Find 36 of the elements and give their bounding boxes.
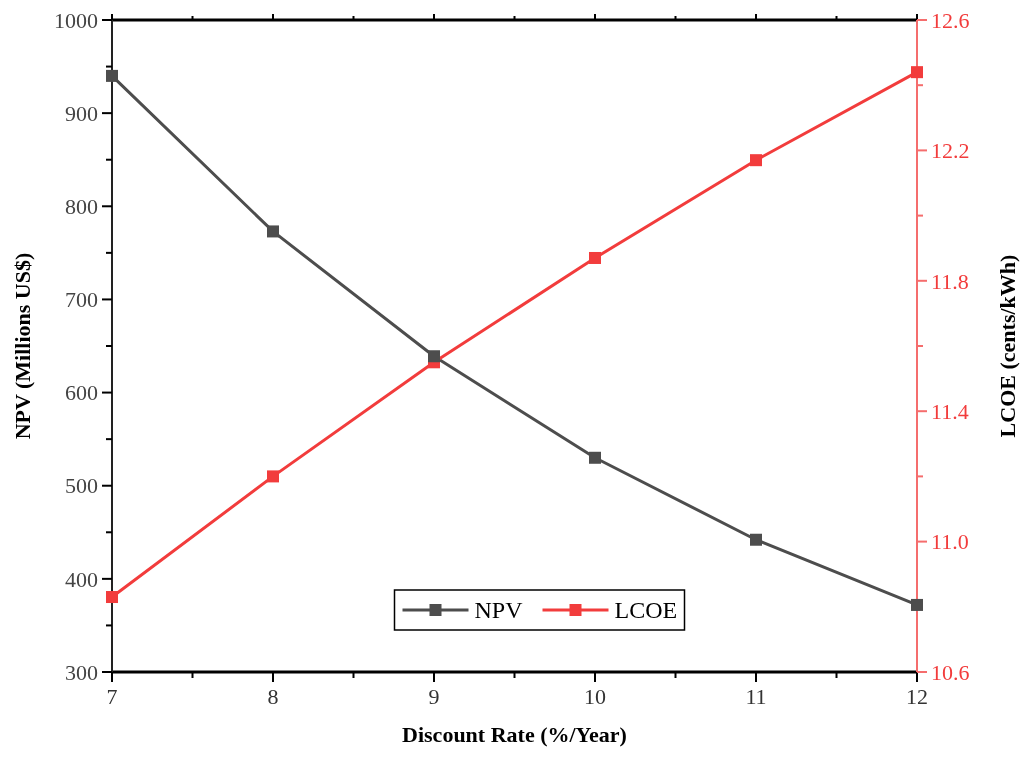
point — [589, 251, 601, 264]
y-axis-title: NPV (Millions US$) — [10, 252, 35, 440]
x-tick-label: 12 — [906, 684, 928, 709]
x-tick-label: 11 — [745, 684, 767, 709]
x-tick-label: 8 — [267, 684, 279, 709]
y2-tick-label: 10.6 — [931, 659, 970, 685]
legend-label: LCOE — [614, 597, 678, 624]
y2-tick-label: 11.4 — [931, 398, 969, 424]
point — [267, 470, 279, 483]
y2-tick-label: 11.0 — [931, 529, 969, 555]
point — [428, 350, 440, 363]
y-tick-label: 1000 — [54, 7, 98, 33]
point — [589, 451, 601, 464]
y2-tick-label: 12.6 — [931, 7, 970, 33]
point — [750, 533, 762, 546]
point — [106, 591, 118, 604]
y-tick-label: 400 — [65, 566, 98, 592]
point — [106, 69, 118, 82]
x-tick-label: 7 — [106, 684, 118, 709]
y2-tick-label: 12.2 — [931, 138, 970, 164]
y-tick-label: 600 — [65, 380, 98, 406]
y-tick-label: 800 — [65, 193, 98, 219]
legend-label: NPV — [474, 597, 524, 624]
point — [267, 225, 279, 238]
point — [911, 66, 923, 79]
y-tick-label: 300 — [65, 659, 98, 685]
y2-axis-title: LCOE (cents/kWh) — [995, 254, 1020, 438]
x-tick-label: 9 — [428, 684, 440, 709]
y-tick-label: 500 — [65, 473, 98, 499]
y-tick-label: 900 — [65, 100, 98, 126]
point — [750, 154, 762, 167]
y2-tick-label: 11.8 — [931, 268, 969, 294]
point — [911, 598, 923, 611]
y-tick-label: 700 — [65, 287, 98, 313]
x-tick-label: 10 — [584, 684, 606, 709]
x-axis-title: Discount Rate (%/Year) — [402, 722, 627, 747]
